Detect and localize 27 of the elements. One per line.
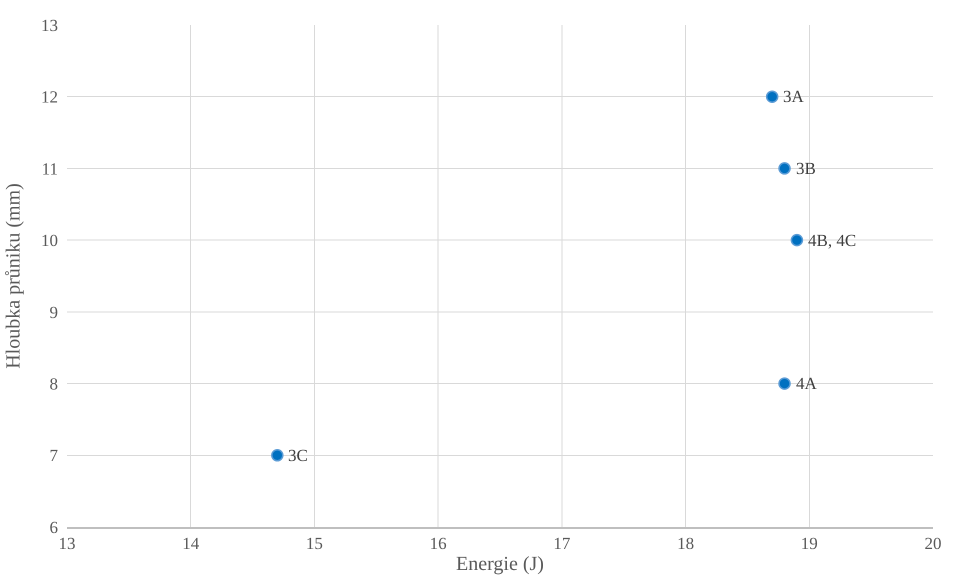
annotation: 4A [796,374,818,393]
point [778,162,791,175]
y-tick-label: 6 [50,518,58,537]
y-tick-label: 10 [41,231,58,250]
annotation: 4B, 4C [808,231,856,250]
y-tick-label: 7 [50,446,58,466]
y-axis-title: Hloubka průniku (mm) [2,183,24,369]
annotation: 3A [783,87,804,106]
x-tick-label: 15 [306,534,323,554]
x-tick-label: 16 [430,534,447,554]
x-tick-label: 17 [553,534,571,554]
x-tick-label: 20 [924,534,942,554]
x-tick-label: 18 [677,534,694,554]
x-tick-label: 14 [182,534,200,554]
annotation: 3C [288,446,308,465]
point [271,449,284,462]
y-tick-label: 12 [41,88,58,107]
x-tick-label: 19 [800,534,818,554]
annotation: 3B [796,159,816,178]
point [790,234,804,246]
y-tick-label: 11 [42,159,58,178]
y-tick-label: 9 [50,302,58,322]
x-axis-title: Energie (J) [456,553,544,576]
y-tick-label: 13 [41,16,58,35]
y-tick-label: 8 [50,374,58,394]
point [766,90,778,103]
point [778,377,791,390]
